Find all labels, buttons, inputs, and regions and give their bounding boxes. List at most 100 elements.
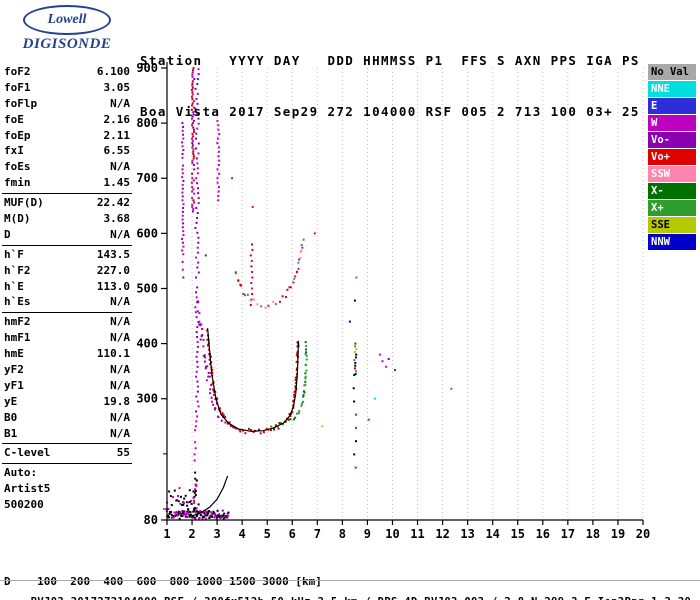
svg-text:300: 300: [136, 392, 158, 406]
parameter-row: Auto:: [2, 465, 132, 481]
svg-text:400: 400: [136, 337, 158, 351]
parameter-panel: foF2 6.100 foF1 3.05 foFlp N/A foE 2.16 foEp 2.11…: [2, 63, 132, 515]
header-column-titles: Station YYYY DAY DDD HHMMSS P1 FFS S AXN…: [140, 53, 640, 68]
parameter-group: C-level 55: [2, 444, 132, 465]
parameter-value: 55: [116, 446, 130, 460]
parameter-label: fxI: [4, 144, 24, 158]
parameter-value: 3.68: [103, 212, 131, 226]
parameter-group: foF2 6.100 foF1 3.05 foFlp N/A foE 2.16 foEp 2.11…: [2, 63, 132, 195]
logo-digisonde-text: DIGISONDE: [22, 36, 112, 52]
parameter-value: 3.05: [103, 80, 131, 94]
parameter-label: fmin: [4, 176, 31, 190]
svg-text:20: 20: [636, 527, 650, 541]
parameter-value: 227.0: [96, 263, 130, 277]
svg-text:18: 18: [586, 527, 600, 541]
parameter-label: yF1: [4, 378, 24, 392]
parameter-value: 110.1: [96, 347, 130, 361]
parameter-label: foFlp: [4, 96, 38, 110]
parameter-label: foE: [4, 112, 24, 126]
parameter-value: 1.45: [103, 176, 131, 190]
parameter-row: yF1 N/A: [2, 378, 132, 394]
parameter-row: B0 N/A: [2, 410, 132, 426]
parameter-label: Auto:: [4, 466, 38, 480]
parameter-label: Artist5: [4, 482, 51, 496]
parameter-label: MUF(D): [4, 196, 44, 210]
parameter-row: MUF(D) 22.42: [2, 195, 132, 211]
parameter-value: [130, 465, 132, 481]
parameter-label: B1: [4, 426, 18, 440]
parameter-value: 19.8: [103, 394, 131, 408]
parameter-row: foEp 2.11: [2, 128, 132, 144]
parameter-group: MUF(D) 22.42 M(D) 3.68 D N/A: [2, 194, 132, 246]
svg-text:80: 80: [144, 513, 158, 527]
svg-text:800: 800: [136, 116, 158, 130]
legend-item-nne: NNE: [648, 81, 696, 97]
parameter-value: 2.11: [103, 128, 131, 142]
parameter-value: 143.5: [96, 247, 130, 261]
parameter-row: Artist5: [2, 481, 132, 497]
status-bar: BVJ03_2017272104000.RSF / 380fx512h 50 k…: [0, 580, 700, 600]
parameter-row: yF2 N/A: [2, 362, 132, 378]
parameter-value: N/A: [110, 331, 130, 345]
d-row: D 100 200 400 600 800 1000 1500 3000 [km…: [4, 575, 322, 588]
parameter-row: foF1 3.05: [2, 80, 132, 96]
parameter-label: hmE: [4, 347, 24, 361]
svg-text:600: 600: [136, 226, 158, 240]
parameter-value: N/A: [110, 378, 130, 392]
legend-item-vo: Vo+: [648, 149, 696, 165]
d-muf-table: D 100 200 400 600 800 1000 1500 3000 [km…: [4, 546, 329, 600]
parameter-row: M(D) 3.68: [2, 211, 132, 227]
parameter-label: 500200: [4, 498, 44, 512]
svg-text:2: 2: [188, 527, 195, 541]
color-legend: No Val NNE E W Vo- Vo+ SSW X- X+ SSE NNW: [648, 64, 696, 251]
parameter-value: 6.55: [103, 144, 131, 158]
legend-item-e: E: [648, 98, 696, 114]
parameter-group: Auto: Artist5 500200: [2, 464, 132, 515]
parameter-row: D N/A: [2, 227, 132, 243]
parameter-label: h`F: [4, 247, 24, 261]
parameter-value: N/A: [110, 315, 130, 329]
parameter-label: M(D): [4, 212, 31, 226]
legend-item-nnw: NNW: [648, 234, 696, 250]
parameter-row: 500200: [2, 497, 132, 513]
parameter-row: foEs N/A: [2, 159, 132, 175]
parameter-label: hmF1: [4, 331, 31, 345]
parameter-row: h`E 113.0: [2, 279, 132, 295]
svg-text:6: 6: [289, 527, 296, 541]
parameter-label: h`Es: [4, 295, 31, 309]
parameter-value: N/A: [110, 295, 130, 309]
parameter-value: [130, 497, 132, 513]
legend-item-w: W: [648, 115, 696, 131]
parameter-value: 2.16: [103, 112, 131, 126]
parameter-value: N/A: [110, 227, 130, 241]
svg-text:4: 4: [239, 527, 246, 541]
svg-text:12: 12: [435, 527, 449, 541]
legend-item-noval: No Val: [648, 64, 696, 80]
parameter-row: hmE 110.1: [2, 346, 132, 362]
parameter-value: N/A: [110, 426, 130, 440]
parameter-label: foEp: [4, 128, 31, 142]
parameter-row: h`Es N/A: [2, 294, 132, 310]
lowell-logo: Lowell DIGISONDE: [8, 5, 126, 53]
svg-text:9: 9: [364, 527, 371, 541]
parameter-row: h`F2 227.0: [2, 263, 132, 279]
svg-text:15: 15: [511, 527, 525, 541]
svg-text:700: 700: [136, 171, 158, 185]
parameter-label: D: [4, 227, 11, 241]
lowell-logo-ellipse: Lowell: [23, 5, 111, 35]
parameter-row: h`F 143.5: [2, 247, 132, 263]
parameter-label: B0: [4, 410, 18, 424]
svg-text:10: 10: [385, 527, 399, 541]
parameter-value: N/A: [110, 363, 130, 377]
parameter-label: yE: [4, 394, 18, 408]
parameter-value: [130, 481, 132, 497]
parameter-group: hmF2 N/A hmF1 N/A hmE 110.1 yF2 N/A yF1 N/A yE 19.8…: [2, 313, 132, 445]
legend-item-ssw: SSW: [648, 166, 696, 182]
parameter-label: foEs: [4, 160, 31, 174]
parameter-group: h`F 143.5 h`F2 227.0 h`E 113.0 h`Es N/A: [2, 246, 132, 314]
logo-lowell-text: Lowell: [47, 12, 87, 27]
legend-item-x: X-: [648, 183, 696, 199]
parameter-row: C-level 55: [2, 445, 132, 461]
